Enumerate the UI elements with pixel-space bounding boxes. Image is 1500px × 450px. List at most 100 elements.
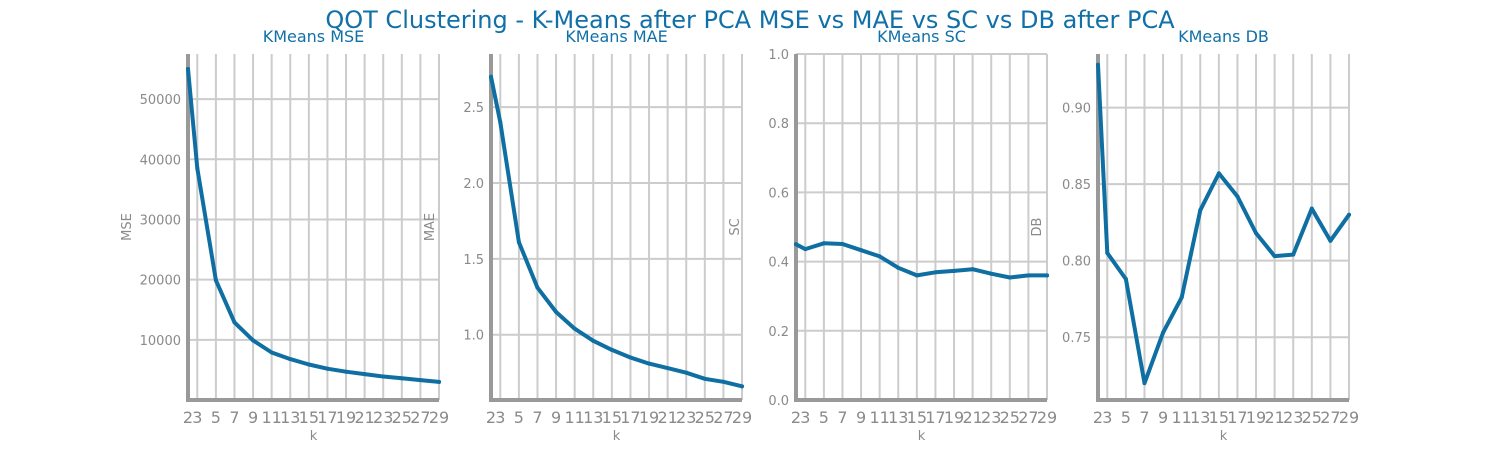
x-tick-label: 17 [317,408,337,427]
x-tick-label: 9 [248,408,258,427]
panel-title-mae: KMeans MAE [565,27,667,46]
x-axis-label: k [918,429,926,444]
x-tick-label: 7 [837,408,847,427]
x-tick-label: 21 [1264,408,1284,427]
x-tick-label: 13 [888,408,908,427]
x-tick-label: 23 [373,408,393,427]
chart-panel-mae: 1.01.52.02.52 3 5 7 9 11131517192123252729kMA… [423,27,752,444]
data-point [702,376,707,381]
x-tick-label: 7 [532,408,542,427]
data-point [306,362,311,367]
data-point [628,355,633,360]
y-tick-label: 0.90 [1062,102,1091,117]
data-point [1309,206,1314,211]
x-tick-label: 29 [1339,408,1359,427]
y-tick-label: 0.80 [1062,255,1091,270]
x-tick-label: 23 [981,408,1001,427]
x-tick-label: 21 [657,408,677,427]
x-tick-label: 19 [639,408,659,427]
data-point [437,379,441,384]
y-tick-label: 0.0 [768,394,789,409]
data-point [970,267,975,272]
panel-title-db: KMeans DB [1178,27,1269,46]
y-axis-label: MAE [423,213,438,241]
x-tick-label: 19 [336,408,356,427]
x-tick-label: 11 [869,408,889,427]
data-point [1142,381,1147,386]
x-tick-label: 17 [925,408,945,427]
data-point [989,271,994,276]
x-tick-label: 27 [1018,408,1038,427]
data-point [609,347,614,352]
data-point [418,378,423,383]
data-point [186,67,190,72]
data-point [684,370,689,375]
data-point [803,247,808,252]
x-axis-label: k [1220,429,1228,444]
data-point [325,366,330,371]
data-point [665,366,670,371]
x-tick-label: 25 [1302,408,1322,427]
y-tick-label: 2.5 [463,101,484,116]
y-axis-label: MSE [120,213,135,241]
x-tick-label: 29 [732,408,752,427]
data-point [213,278,218,283]
data-point [1347,212,1351,217]
data-point [1045,273,1049,278]
x-tick-label: 7 [1139,408,1149,427]
x-tick-label: 3 [1102,408,1112,427]
y-tick-label: 40000 [140,153,181,168]
y-axis-label: DB [1030,218,1045,237]
x-tick-label: 21 [354,408,374,427]
data-point [721,379,726,384]
x-tick-label: 29 [429,408,449,427]
data-point [591,338,596,343]
chart-panel-sc: 0.00.20.40.60.81.02 3 5 7 9 11131517192123252… [728,27,1057,444]
x-tick-label: 5 [819,408,829,427]
x-tick-label: 17 [620,408,640,427]
x-tick-label: 19 [944,408,964,427]
panel-title-sc: KMeans SC [877,27,966,46]
chart-panel-db: 0.750.800.850.902 3 5 7 9 1113151719212325272… [1030,27,1359,444]
data-point [269,350,274,355]
x-tick-label: 23 [1283,408,1303,427]
x-tick-label: 11 [564,408,584,427]
x-tick-label: 3 [495,408,505,427]
x-axis-label: k [613,429,621,444]
x-tick-label: 5 [1121,408,1131,427]
data-point [1161,330,1166,335]
data-point [288,357,293,362]
panel-title-mse: KMeans MSE [263,27,365,46]
data-point [489,74,493,79]
x-tick-label: 27 [713,408,733,427]
x-tick-label: 13 [280,408,300,427]
data-point [344,369,349,374]
x-tick-label: 11 [1171,408,1191,427]
y-tick-label: 1.0 [463,329,484,344]
data-point [1179,295,1184,300]
y-tick-label: 0.8 [768,117,789,132]
x-tick-label: 5 [514,408,524,427]
y-tick-label: 0.85 [1062,178,1091,193]
data-point [877,254,882,259]
x-tick-label: 21 [962,408,982,427]
x-tick-label: 9 [1158,408,1168,427]
y-tick-label: 2.0 [463,177,484,192]
x-tick-label: 9 [856,408,866,427]
data-point [1254,231,1259,236]
data-point [232,320,237,325]
data-point [1026,273,1031,278]
y-tick-label: 0.75 [1062,331,1091,346]
data-point [1272,254,1277,259]
y-tick-label: 20000 [140,274,181,289]
x-tick-label: 11 [261,408,281,427]
x-tick-label: 19 [1246,408,1266,427]
x-tick-label: 27 [1320,408,1340,427]
x-axis-label: k [310,429,318,444]
data-point [1291,252,1296,257]
x-tick-label: 25 [695,408,715,427]
x-tick-label: 27 [410,408,430,427]
x-tick-label: 15 [602,408,622,427]
